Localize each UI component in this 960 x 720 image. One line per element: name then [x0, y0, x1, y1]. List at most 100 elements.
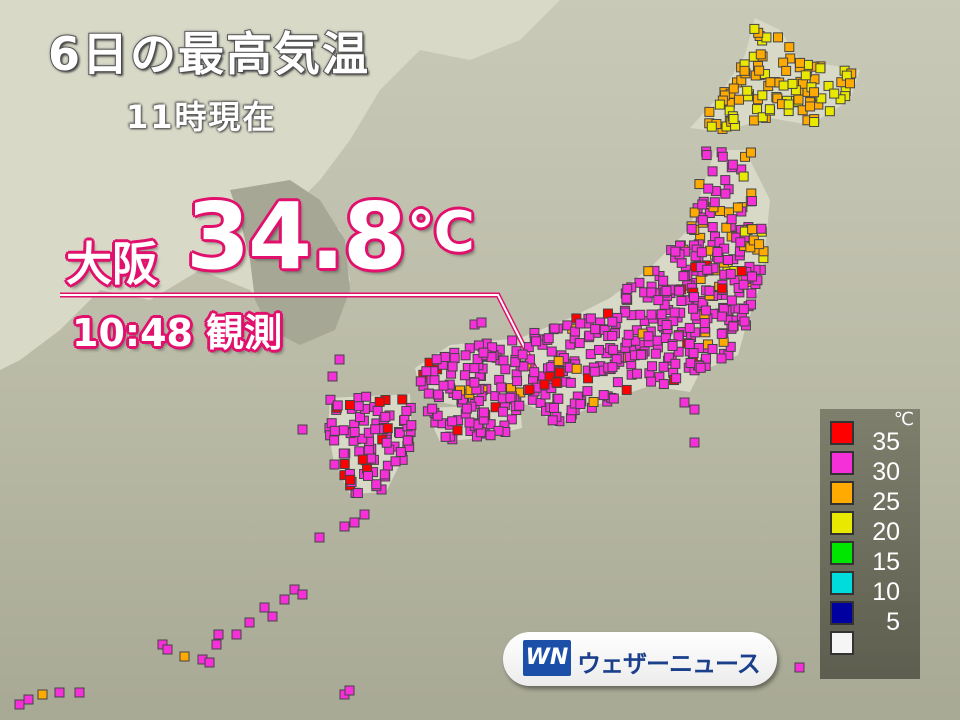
station-marker: [756, 223, 767, 234]
station-marker: [623, 329, 634, 340]
station-marker: [395, 447, 406, 458]
station-marker: [344, 400, 355, 411]
station-marker: [399, 414, 410, 425]
station-marker: [349, 426, 360, 437]
legend-label: 30: [872, 458, 900, 486]
station-marker: [809, 87, 820, 98]
station-marker: [749, 115, 760, 126]
station-marker: [702, 264, 713, 275]
station-marker: [764, 104, 775, 115]
station-marker: [74, 687, 85, 698]
station-marker: [738, 171, 749, 182]
station-marker: [676, 257, 687, 268]
station-marker: [658, 361, 669, 372]
station-marker: [432, 410, 443, 421]
station-marker: [334, 354, 345, 365]
station-marker: [551, 377, 562, 388]
station-marker: [433, 389, 444, 400]
station-marker: [469, 377, 480, 388]
station-marker: [339, 521, 350, 532]
logo-mark: WN: [523, 640, 571, 676]
legend-swatch: [830, 631, 854, 655]
station-marker: [429, 375, 440, 386]
station-marker: [585, 313, 596, 324]
station-marker: [643, 331, 654, 342]
station-marker: [712, 246, 723, 257]
station-marker: [688, 303, 699, 314]
station-marker: [524, 384, 535, 395]
station-marker: [487, 342, 498, 353]
station-marker: [374, 396, 385, 407]
station-marker: [379, 469, 390, 480]
station-marker: [717, 283, 728, 294]
station-marker: [824, 106, 835, 117]
station-marker: [539, 379, 550, 390]
station-marker: [510, 357, 521, 368]
station-marker: [575, 318, 586, 329]
station-marker: [338, 425, 349, 436]
station-marker: [460, 350, 471, 361]
station-marker: [162, 644, 173, 655]
station-marker: [583, 373, 594, 384]
station-marker: [354, 412, 365, 423]
legend-label: 10: [872, 578, 900, 606]
station-marker: [701, 353, 712, 364]
station-marker: [707, 166, 718, 177]
station-marker: [512, 376, 523, 387]
highlight-temperature: 34.8℃: [186, 186, 475, 287]
legend-item: 20: [830, 511, 918, 545]
station-marker: [778, 57, 789, 68]
station-marker: [314, 532, 325, 543]
station-marker: [339, 458, 350, 469]
station-marker: [647, 361, 658, 372]
station-marker: [714, 99, 725, 110]
station-marker: [370, 424, 381, 435]
station-marker: [574, 338, 585, 349]
legend-swatch: [830, 601, 854, 625]
station-marker: [652, 335, 663, 346]
station-marker: [636, 349, 647, 360]
map-title: 6日の最高気温: [47, 26, 371, 82]
station-marker: [327, 371, 338, 382]
station-marker: [694, 179, 705, 190]
station-marker: [689, 404, 700, 415]
station-marker: [447, 416, 458, 427]
station-marker: [794, 57, 805, 68]
station-marker: [646, 287, 657, 298]
station-marker: [778, 80, 789, 91]
station-marker: [23, 694, 34, 705]
station-marker: [706, 121, 717, 132]
station-marker: [329, 435, 340, 446]
station-marker: [390, 456, 401, 467]
station-marker: [704, 285, 715, 296]
station-marker: [703, 183, 714, 194]
station-marker: [761, 32, 772, 43]
station-marker: [746, 196, 757, 207]
station-marker: [571, 363, 582, 374]
station-marker: [514, 400, 525, 411]
station-marker: [607, 330, 618, 341]
station-marker: [608, 344, 619, 355]
station-marker: [676, 295, 687, 306]
station-marker: [643, 266, 654, 277]
station-marker: [562, 320, 573, 331]
station-marker: [673, 331, 684, 342]
station-marker: [500, 364, 511, 375]
station-marker: [344, 685, 355, 696]
station-marker: [674, 285, 685, 296]
station-marker: [523, 342, 534, 353]
station-marker: [673, 346, 684, 357]
station-marker: [394, 428, 405, 439]
station-marker: [661, 319, 672, 330]
station-marker: [738, 279, 749, 290]
legend-item: 10: [830, 571, 918, 605]
temperature-legend: ℃ 35 30 25 20 15 10 5: [820, 409, 920, 679]
station-marker: [721, 222, 732, 233]
legend-item: 15: [830, 541, 918, 575]
station-marker: [701, 150, 712, 161]
legend-swatch: [830, 421, 854, 445]
station-marker: [329, 459, 340, 470]
station-marker: [546, 346, 557, 357]
station-marker: [663, 352, 674, 363]
